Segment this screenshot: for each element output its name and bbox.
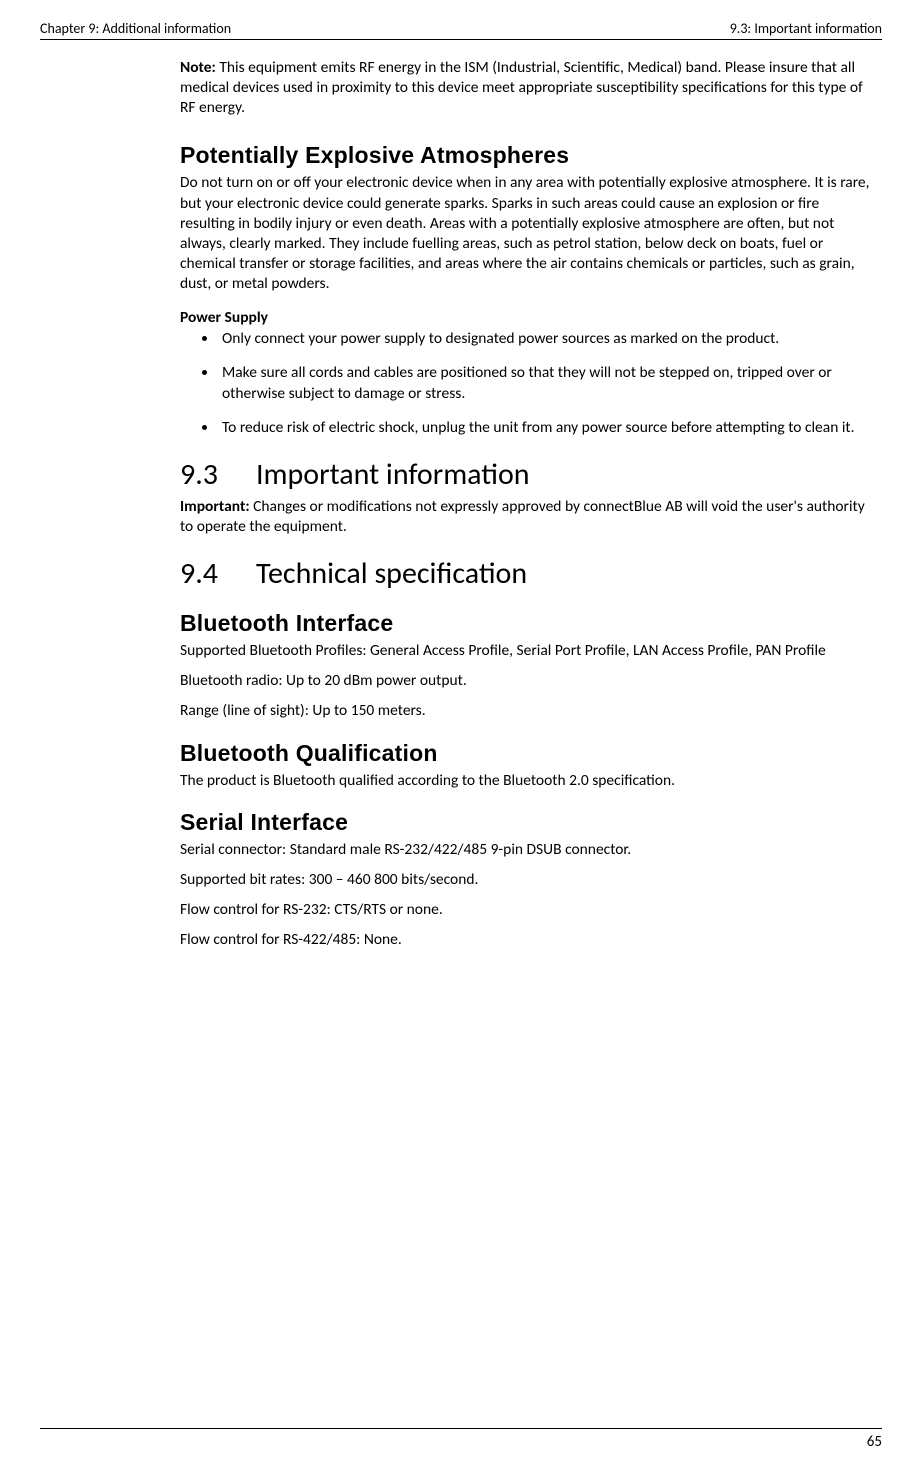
list-item: Only connect your power supply to design… <box>218 329 872 349</box>
page-header: Chapter 9: Additional information 9.3: I… <box>40 20 882 40</box>
header-left: Chapter 9: Additional information <box>40 20 231 37</box>
list-item: Make sure all cords and cables are posit… <box>218 363 872 403</box>
important-text: Changes or modifications not expressly a… <box>180 497 865 536</box>
page-footer: 65 <box>40 1428 882 1451</box>
page-number: 65 <box>867 1433 882 1451</box>
power-supply-list: Only connect your power supply to design… <box>180 329 872 438</box>
section-9-4-heading: 9.4Technical specification <box>180 555 872 592</box>
bt-qualification-spec: The product is Bluetooth qualified accor… <box>180 771 872 791</box>
important-block: Important: Changes or modifications not … <box>180 497 872 537</box>
heading-serial-interface: Serial Interface <box>180 809 872 836</box>
spec-line: Supported Bluetooth Profiles: General Ac… <box>180 641 872 661</box>
serial-interface-spec: Serial connector: Standard male RS-232/4… <box>180 840 872 951</box>
section-title: Important information <box>256 456 530 493</box>
heading-bt-interface: Bluetooth Interface <box>180 610 872 637</box>
section-9-3-heading: 9.3Important information <box>180 456 872 493</box>
heading-bt-qualification: Bluetooth Qualification <box>180 740 872 767</box>
section-number: 9.4 <box>180 555 256 592</box>
spec-line: Flow control for RS-232: CTS/RTS or none… <box>180 900 872 920</box>
header-right: 9.3: Important information <box>730 20 882 37</box>
important-label: Important: <box>180 497 250 516</box>
spec-line: Supported bit rates: 300 – 460 800 bits/… <box>180 870 872 890</box>
heading-power-supply: Power Supply <box>180 308 872 327</box>
page-content: Note: This equipment emits RF energy in … <box>180 58 872 950</box>
spec-line: Flow control for RS-422/485: None. <box>180 930 872 950</box>
spec-line: Range (line of sight): Up to 150 meters. <box>180 701 872 721</box>
spec-line: The product is Bluetooth qualified accor… <box>180 771 872 791</box>
note-block: Note: This equipment emits RF energy in … <box>180 58 872 118</box>
note-text: This equipment emits RF energy in the IS… <box>180 58 863 117</box>
spec-line: Bluetooth radio: Up to 20 dBm power outp… <box>180 671 872 691</box>
heading-explosive: Potentially Explosive Atmospheres <box>180 142 872 169</box>
bt-interface-spec: Supported Bluetooth Profiles: General Ac… <box>180 641 872 721</box>
note-label: Note: <box>180 58 216 77</box>
list-item: To reduce risk of electric shock, unplug… <box>218 418 872 438</box>
section-number: 9.3 <box>180 456 256 493</box>
explosive-body: Do not turn on or off your electronic de… <box>180 173 872 294</box>
section-title: Technical specification <box>256 555 527 592</box>
spec-line: Serial connector: Standard male RS-232/4… <box>180 840 872 860</box>
